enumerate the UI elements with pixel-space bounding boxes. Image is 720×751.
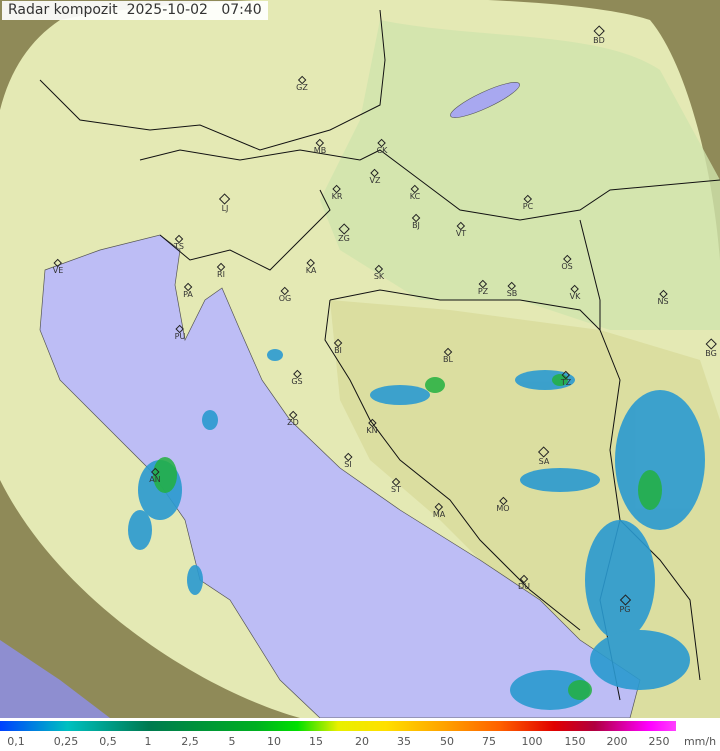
- legend-tick: 0,5: [99, 735, 117, 748]
- city-label: RI: [217, 270, 225, 279]
- city-label: MO: [496, 504, 510, 513]
- city-label: BL: [443, 355, 453, 364]
- city-label: ZG: [338, 234, 350, 243]
- city-label: VK: [569, 292, 581, 301]
- city-label: TS: [174, 242, 184, 251]
- precipitation-legend-bar: [0, 721, 676, 731]
- legend-tick: 1: [144, 735, 152, 748]
- legend-tick: 250: [648, 735, 670, 748]
- legend-tick: 50: [440, 735, 454, 748]
- map-title: Radar kompozit 2025-10-02 07:40: [2, 1, 268, 20]
- city-label: KA: [305, 266, 317, 275]
- city-label: BJ: [412, 221, 420, 230]
- city-label: KC: [409, 192, 421, 201]
- title-label: Radar kompozit: [8, 2, 118, 18]
- city-label: ST: [391, 485, 401, 494]
- city-label: PA: [183, 290, 193, 299]
- city-label: VZ: [369, 176, 381, 185]
- city-label: GS: [291, 377, 303, 386]
- legend-tick: 35: [397, 735, 411, 748]
- city-label: DU: [517, 582, 531, 591]
- city-label: OS: [561, 262, 573, 271]
- legend-unit: mm/h: [683, 735, 717, 748]
- legend-ticks: 0,1 0,25 0,5 1 2,5 5 10 15 20 35 50 75 1…: [0, 735, 720, 751]
- legend-tick: 150: [564, 735, 586, 748]
- city-label: BD: [593, 36, 605, 45]
- legend-tick: 10: [267, 735, 281, 748]
- city-label: PG: [619, 605, 631, 614]
- city-label: KR: [331, 192, 343, 201]
- legend-tick: 0,25: [53, 735, 79, 748]
- city-label: PU: [174, 332, 186, 341]
- city-label: ZD: [287, 418, 299, 427]
- city-label: AN: [149, 475, 161, 484]
- legend-tick: 0,1: [7, 735, 25, 748]
- city-label: PC: [522, 202, 534, 211]
- city-label: MB: [313, 146, 327, 155]
- legend-tick: 75: [482, 735, 496, 748]
- legend-tick: 2,5: [181, 735, 199, 748]
- city-label: TZ: [560, 378, 572, 387]
- radar-echoes: [128, 349, 705, 710]
- city-label: SK: [373, 272, 385, 281]
- city-label: BG: [705, 349, 717, 358]
- city-label: BI: [334, 346, 342, 355]
- legend-tick: 20: [355, 735, 369, 748]
- legend-tick: 15: [309, 735, 323, 748]
- pannonian-plain: [320, 20, 720, 330]
- city-label: SB: [506, 289, 518, 298]
- city-label: CK: [376, 146, 388, 155]
- city-label: MA: [432, 510, 446, 519]
- city-label: OG: [278, 294, 292, 303]
- city-label: NS: [657, 297, 669, 306]
- city-label: KN: [366, 426, 378, 435]
- lake-balaton: [450, 82, 520, 118]
- city-label: SI: [344, 460, 352, 469]
- sea-outside-coverage: [0, 640, 110, 718]
- city-label: VE: [52, 266, 64, 275]
- radar-map[interactable]: [0, 0, 720, 718]
- city-label: SA: [538, 457, 550, 466]
- legend-tick: 200: [606, 735, 628, 748]
- legend-tick: 5: [228, 735, 236, 748]
- city-label: PZ: [477, 287, 489, 296]
- title-time: 07:40: [221, 2, 262, 18]
- legend-tick: 100: [521, 735, 543, 748]
- city-label: VT: [455, 229, 467, 238]
- city-label: LJ: [221, 204, 229, 213]
- title-date: 2025-10-02: [126, 2, 208, 18]
- city-label: GZ: [296, 83, 308, 92]
